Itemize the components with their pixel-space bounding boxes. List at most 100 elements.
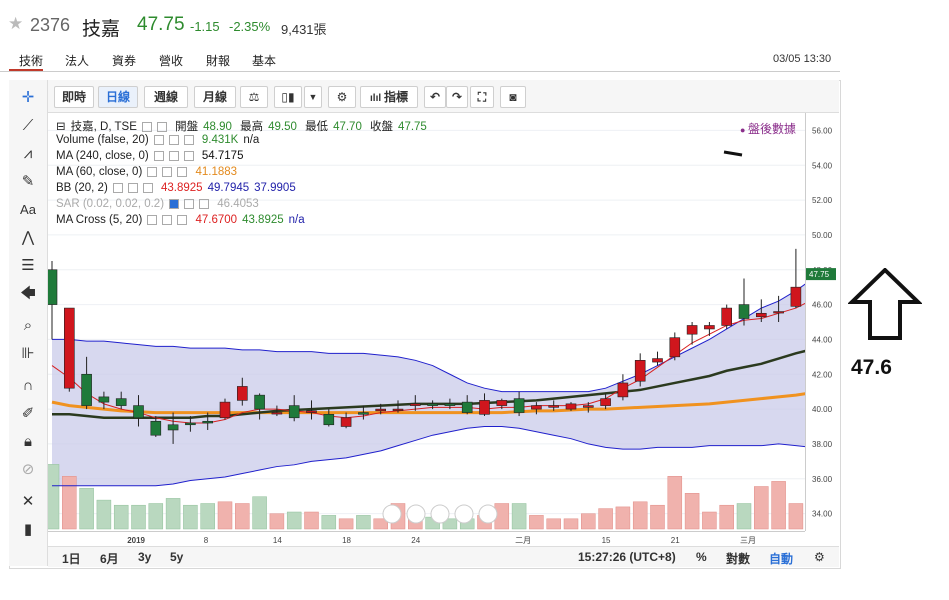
legend-eye-icon[interactable] <box>127 182 138 193</box>
settings-gear-icon[interactable]: ⚙ <box>814 550 825 564</box>
tab-margin[interactable]: 資券 <box>112 54 137 68</box>
camera-icon[interactable]: ◙ <box>500 86 526 108</box>
chevron-down-icon[interactable]: ▼ <box>304 86 322 108</box>
ruler-icon[interactable]: ⊪ <box>21 345 35 362</box>
legend-close-icon[interactable] <box>183 150 194 161</box>
trend-line-icon[interactable]: ⟋ <box>22 117 34 134</box>
legend-eye-icon[interactable] <box>162 214 173 225</box>
tab-financials[interactable]: 財報 <box>206 54 231 68</box>
stock-name: 技嘉 <box>82 19 121 40</box>
tab-revenue[interactable]: 營收 <box>159 54 184 68</box>
compare-icon[interactable]: ⚖ <box>240 86 268 108</box>
time-tick-label: 二月 <box>515 536 531 545</box>
weekly-button[interactable]: 週線 <box>144 86 188 108</box>
daily-button[interactable]: 日線 <box>98 86 138 108</box>
log-toggle[interactable]: 對數 <box>726 552 751 566</box>
volume-bar <box>200 503 215 530</box>
legend-settings-icon[interactable] <box>147 214 158 225</box>
price-axis[interactable]: 56.0054.0052.0050.0048.0046.0044.0042.00… <box>805 113 840 531</box>
zoom-control-icon <box>382 504 402 524</box>
price-axis-svg: 56.0054.0052.0050.0048.0046.0044.0042.00… <box>806 126 836 519</box>
fullscreen-icon[interactable]: ⛶ <box>470 86 494 108</box>
text-tool-icon[interactable]: Aa <box>20 202 36 217</box>
candle-body <box>271 412 283 415</box>
stock-code: 2376 <box>30 15 71 35</box>
range-6m[interactable]: 6月 <box>100 552 119 566</box>
legend-eye-icon[interactable] <box>184 198 195 209</box>
hide-icon[interactable]: ⊘ <box>21 461 35 478</box>
candle-body <box>790 286 802 307</box>
collapse-icon[interactable]: ⊟ <box>56 121 66 133</box>
legend-settings-icon[interactable] <box>153 150 164 161</box>
legend-close-icon[interactable] <box>177 214 188 225</box>
tab-basic[interactable]: 基本 <box>252 54 277 68</box>
volume-bar <box>252 496 267 530</box>
dot-icon: ● <box>740 125 748 135</box>
legend-settings-icon[interactable] <box>169 198 180 209</box>
pattern-icon[interactable]: ⋀ <box>21 229 35 246</box>
candle-body <box>323 414 335 426</box>
legend-close-icon[interactable] <box>199 198 210 209</box>
fib-icon[interactable]: ⩘ <box>23 145 33 162</box>
candle-body <box>565 403 577 410</box>
volume-bar <box>217 501 233 530</box>
price-chart-svg <box>48 129 805 530</box>
candle-body <box>617 382 629 398</box>
volume-bar <box>754 486 769 530</box>
time-axis[interactable]: 20198141824二月1521三月8 <box>48 531 814 547</box>
volume-bar <box>529 515 544 530</box>
price-chart-area[interactable] <box>48 113 805 531</box>
zoom-control-icon <box>406 504 426 524</box>
legend-close-icon[interactable] <box>142 182 153 193</box>
tab-technical[interactable]: 技術 <box>19 54 44 68</box>
zoom-icon[interactable]: ⌕ <box>23 317 33 334</box>
candle-body <box>652 358 663 363</box>
realtime-button[interactable]: 即時 <box>54 86 94 108</box>
range-1d[interactable]: 1日 <box>62 552 81 566</box>
redo-icon[interactable]: ↷ <box>446 86 468 108</box>
lock-drawing-icon[interactable]: ✐ <box>21 405 35 422</box>
candle-body <box>548 405 560 408</box>
legend-eye-icon[interactable] <box>168 150 179 161</box>
percent-toggle[interactable]: % <box>696 550 707 564</box>
legend-close-icon[interactable] <box>177 166 188 177</box>
crosshair-icon[interactable]: ✛ <box>21 89 35 106</box>
undo-icon[interactable]: ↶ <box>424 86 446 108</box>
tools-icon[interactable]: ✕ <box>21 493 35 510</box>
legend-settings-icon[interactable] <box>153 134 164 145</box>
legend-eye-icon[interactable] <box>156 121 167 132</box>
candle-style-icon[interactable]: ▯▮ <box>274 86 302 108</box>
tab-institutional[interactable]: 法人 <box>65 54 90 68</box>
candle-body <box>392 408 404 411</box>
legend-close-icon[interactable] <box>183 134 194 145</box>
candle-body <box>63 307 75 389</box>
legend-settings-icon[interactable] <box>112 182 123 193</box>
arrow-left-icon[interactable]: 🡄 <box>20 285 36 302</box>
monthly-button[interactable]: 月線 <box>194 86 236 108</box>
candle-body <box>444 403 456 406</box>
measure-icon[interactable]: ☰ <box>21 257 35 274</box>
volume-bar <box>546 518 561 530</box>
legend-eye-icon[interactable] <box>168 134 179 145</box>
lock-icon[interactable]: 🔒︎ <box>24 433 32 450</box>
volume-bar <box>373 518 388 530</box>
auto-toggle[interactable]: 自動 <box>769 552 794 566</box>
legend-settings-icon[interactable] <box>141 121 152 132</box>
candle-body <box>686 325 698 335</box>
legend-settings-icon[interactable] <box>147 166 158 177</box>
range-5y[interactable]: 5y <box>170 550 184 564</box>
price-tick-label: 56.00 <box>812 126 833 135</box>
volume-bar <box>771 481 786 530</box>
range-3y[interactable]: 3y <box>138 550 152 564</box>
volume-bar <box>684 493 700 530</box>
magnet-icon[interactable]: ∩ <box>22 377 34 394</box>
brush-icon[interactable]: ✎ <box>21 173 35 190</box>
settings-gear-icon[interactable]: ⚙ <box>328 86 356 108</box>
after-hours-label[interactable]: ● 盤後數據 <box>740 122 796 136</box>
legend-bb: BB (20, 2) 43.8925 49.7945 37.9905 <box>56 182 296 194</box>
trash-icon[interactable]: ▮ <box>23 521 33 538</box>
favorite-star-icon[interactable]: ★ <box>8 14 24 33</box>
candle-body <box>755 312 767 318</box>
legend-eye-icon[interactable] <box>162 166 173 177</box>
indicators-button[interactable]: ılıl 指標 <box>360 86 418 108</box>
